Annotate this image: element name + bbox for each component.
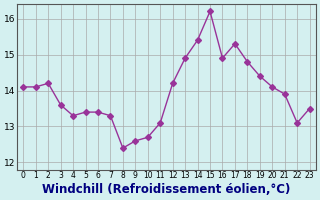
X-axis label: Windchill (Refroidissement éolien,°C): Windchill (Refroidissement éolien,°C) [42,183,291,196]
